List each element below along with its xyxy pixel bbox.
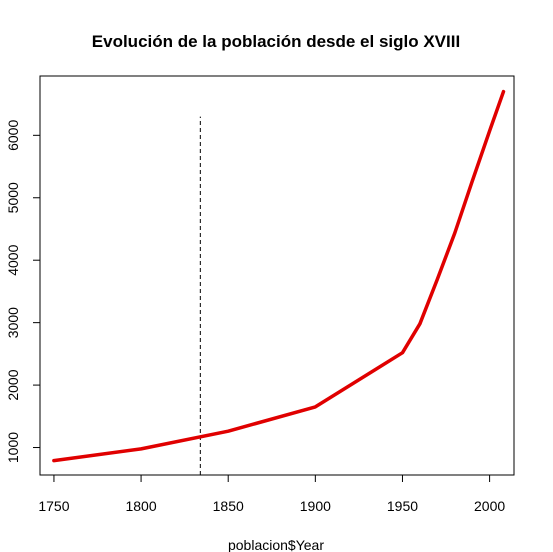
- x-tick-label: 1900: [300, 498, 331, 514]
- data-point: [227, 429, 230, 433]
- data-point: [52, 459, 56, 462]
- plot-frame: [39, 75, 515, 476]
- x-tick-label: 1750: [38, 498, 69, 514]
- x-tick-label: 1800: [125, 498, 156, 514]
- x-tick-label: 1850: [213, 498, 244, 514]
- chart-title: Evolución de la población desde el siglo…: [92, 32, 460, 51]
- data-point: [139, 447, 143, 451]
- y-axis: 1000 2000 3000 4000 5000 6000: [5, 120, 41, 463]
- data-point: [453, 231, 456, 235]
- data-point: [418, 322, 422, 325]
- y-tick-label: 4000: [5, 244, 21, 275]
- y-tick-label: 2000: [5, 369, 21, 400]
- series-layer: [52, 89, 506, 463]
- data-point: [401, 351, 404, 354]
- data-point: [502, 90, 505, 93]
- series-line: [52, 89, 506, 463]
- x-tick-label: 1950: [387, 498, 418, 514]
- data-point: [470, 180, 474, 183]
- data-point: [488, 129, 491, 133]
- x-axis: 1750 1800 1850 1900 1950 2000: [38, 474, 505, 514]
- y-tick-label: 1000: [5, 432, 21, 463]
- y-tick-label: 3000: [5, 307, 21, 338]
- x-axis-label: poblacion$Year: [228, 537, 324, 552]
- y-tick-label: 5000: [5, 182, 21, 213]
- data-point: [314, 405, 317, 409]
- data-point: [436, 278, 439, 281]
- y-tick-label: 6000: [5, 120, 21, 151]
- x-tick-label: 2000: [474, 498, 505, 514]
